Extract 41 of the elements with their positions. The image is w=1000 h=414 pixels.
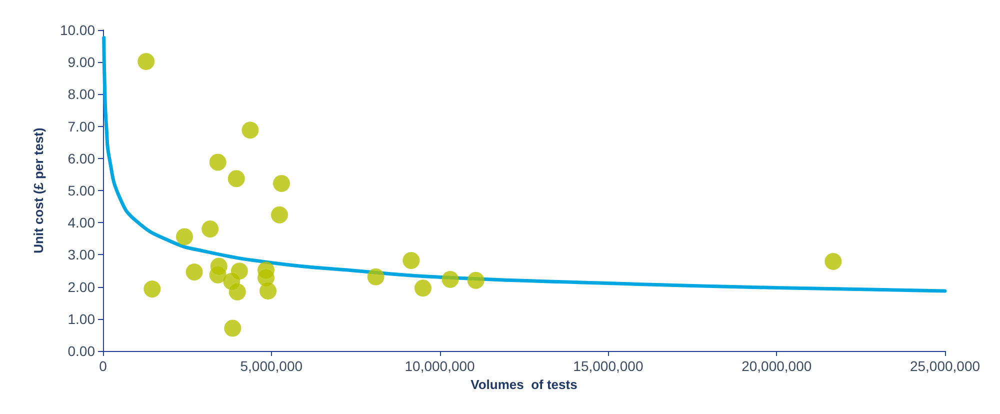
- x-tick-label: 0: [99, 358, 108, 374]
- point: [209, 266, 226, 284]
- point: [144, 280, 161, 298]
- point: [186, 264, 203, 281]
- point: [414, 280, 432, 297]
- point: [242, 122, 259, 139]
- y-tick-label: 2.00: [68, 278, 96, 295]
- point: [367, 268, 384, 286]
- y-tick-label: 9.00: [68, 54, 96, 70]
- y-axis-title: Unit cost (£ per test): [31, 128, 46, 254]
- point: [202, 220, 219, 238]
- x-tick-label: 25,000,000: [910, 358, 980, 374]
- point: [273, 174, 290, 192]
- x-tick-label: 10,000,000: [404, 358, 476, 374]
- y-tick-label: 8.00: [68, 86, 96, 102]
- point: [176, 228, 194, 246]
- point: [271, 206, 288, 224]
- point: [228, 170, 245, 188]
- y-tick-label: 0.00: [68, 343, 96, 359]
- point: [260, 282, 277, 300]
- point: [138, 52, 155, 70]
- x-axis-title: Volumes of tests: [470, 376, 578, 392]
- y-tick-label: 7.00: [68, 118, 96, 134]
- point: [467, 272, 484, 289]
- y-tick-label: 1.00: [68, 310, 96, 327]
- point: [442, 270, 459, 288]
- point: [402, 252, 420, 269]
- point: [228, 283, 246, 300]
- y-tick-label: 6.00: [68, 150, 96, 166]
- y-tick-label: 3.00: [68, 246, 96, 263]
- x-tick-label: 15,000,000: [573, 358, 644, 374]
- point: [224, 320, 242, 337]
- x-tick-label: 20,000,000: [742, 358, 812, 374]
- line-series: [102, 36, 947, 293]
- point: [230, 262, 248, 280]
- point: [209, 154, 226, 171]
- x-tick-label: 5,000,000: [240, 358, 303, 374]
- y-tick-label: 10.00: [60, 22, 96, 38]
- y-tick-label: 4.00: [68, 214, 96, 231]
- point: [824, 252, 842, 270]
- y-tick-label: 5.00: [68, 182, 96, 198]
